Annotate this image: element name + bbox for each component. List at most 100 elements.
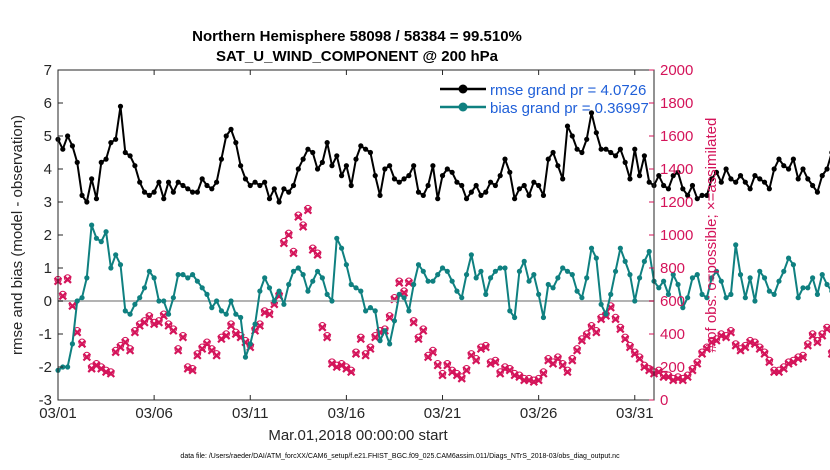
bias-point — [492, 268, 498, 274]
rmse-point — [420, 192, 426, 198]
bias-point — [411, 281, 417, 288]
rmse-point — [781, 163, 787, 169]
bias-point — [617, 245, 623, 251]
y-tick-label: -1 — [39, 326, 52, 343]
obs-assimilated-point — [188, 366, 197, 375]
obs-assimilated-point — [173, 346, 183, 355]
bias-point — [560, 265, 566, 271]
rmse-point — [718, 179, 724, 185]
y-right-tick-label: 2000 — [660, 62, 693, 79]
bias-point — [271, 298, 277, 304]
bias-point — [103, 229, 109, 235]
bias-point — [531, 272, 537, 278]
rmse-point — [214, 179, 220, 185]
obs-assimilated-point — [702, 344, 712, 354]
bias-point — [435, 272, 441, 278]
rmse-point — [295, 166, 301, 172]
ticks-layer: 03/01 03/06 03/11 03/16 03/21 03/26 03/31 -3 -2 -… — [39, 62, 694, 422]
rmse-point — [641, 153, 647, 159]
x-tick-label: 03/21 — [424, 405, 462, 422]
rmse-point — [406, 173, 412, 179]
rmse-point — [185, 186, 191, 192]
y-right-tick-label: 0 — [660, 392, 668, 409]
rmse-point — [473, 182, 479, 189]
bias-point — [579, 295, 585, 301]
rmse-point — [468, 189, 474, 195]
bias-point — [814, 291, 821, 297]
bias-point — [449, 278, 455, 284]
bias-point — [151, 275, 157, 281]
y-tick-label: -2 — [39, 359, 52, 376]
rmse-point — [238, 163, 244, 169]
bias-point — [646, 248, 652, 255]
chart-title-line2: SAT_U_WIND_COMPONENT @ 200 hPa — [216, 48, 499, 65]
series-layer — [55, 103, 830, 373]
bias-point — [454, 288, 460, 294]
y-tick-label: 6 — [44, 95, 52, 112]
rmse-point — [603, 146, 609, 152]
rmse-point — [699, 192, 705, 198]
bias-point — [156, 298, 162, 304]
rmse-point — [74, 159, 80, 165]
bias-point — [483, 291, 489, 297]
bias-point — [790, 262, 796, 268]
rmse-point — [483, 189, 489, 195]
rmse-point — [733, 179, 739, 185]
bias-point — [641, 258, 647, 264]
legend-bias-marker — [458, 102, 468, 112]
bias-point — [540, 314, 547, 321]
rmse-point — [161, 196, 167, 202]
bias-point — [627, 272, 633, 278]
rmse-point — [761, 179, 768, 185]
obs-assimilated-point — [481, 343, 490, 352]
rmse-point — [612, 153, 619, 159]
rmse-point — [271, 186, 277, 192]
rmse-point — [694, 196, 700, 202]
obs-assimilated-point — [428, 347, 438, 357]
obs-assimilated-point — [82, 352, 92, 362]
rmse-point — [502, 156, 508, 162]
bias-point — [305, 288, 311, 294]
bias-point — [247, 341, 253, 347]
y-right-tick-label: 200 — [660, 359, 685, 376]
rmse-point — [709, 176, 715, 182]
rmse-point — [776, 156, 782, 162]
bias-point — [805, 285, 811, 291]
obs-assimilated-point — [106, 369, 116, 378]
x-axis-label: Mar.01,2018 00:00:00 start — [268, 427, 448, 444]
y-right-tick-label: 600 — [660, 293, 685, 310]
bias-point — [367, 305, 374, 311]
bias-point — [266, 285, 273, 291]
rmse-point — [117, 103, 124, 109]
bias-point — [214, 298, 220, 304]
bias-point — [632, 298, 638, 304]
obs-assimilated-point — [620, 334, 630, 344]
bias-point — [65, 364, 71, 370]
bias-point — [781, 268, 787, 274]
bias-point — [238, 314, 244, 321]
obs-assimilated-point — [63, 275, 72, 284]
rmse-point — [824, 166, 830, 172]
obs-assimilated-point — [193, 351, 202, 360]
rmse-point — [324, 140, 330, 146]
obs-assimilated-point — [77, 339, 87, 349]
rmse-point — [790, 156, 796, 162]
bias-point — [117, 262, 124, 268]
rmse-point — [646, 179, 652, 185]
rmse-point — [93, 196, 100, 202]
bias-point — [742, 295, 748, 301]
rmse-point — [632, 146, 638, 152]
rmse-point — [617, 146, 623, 152]
rmse-point — [113, 136, 119, 142]
obs-assimilated-point — [318, 323, 327, 332]
bias-point — [406, 308, 412, 314]
obs-assimilated-point — [284, 230, 293, 240]
rmse-point — [146, 192, 152, 198]
obs-assimilated-point — [385, 313, 394, 322]
rmse-point — [98, 159, 104, 165]
bias-point — [694, 272, 700, 278]
bias-point — [545, 281, 551, 288]
bias-point — [161, 298, 167, 304]
obs-assimilated-point — [471, 356, 481, 365]
obs-assimilated-point — [457, 374, 466, 383]
